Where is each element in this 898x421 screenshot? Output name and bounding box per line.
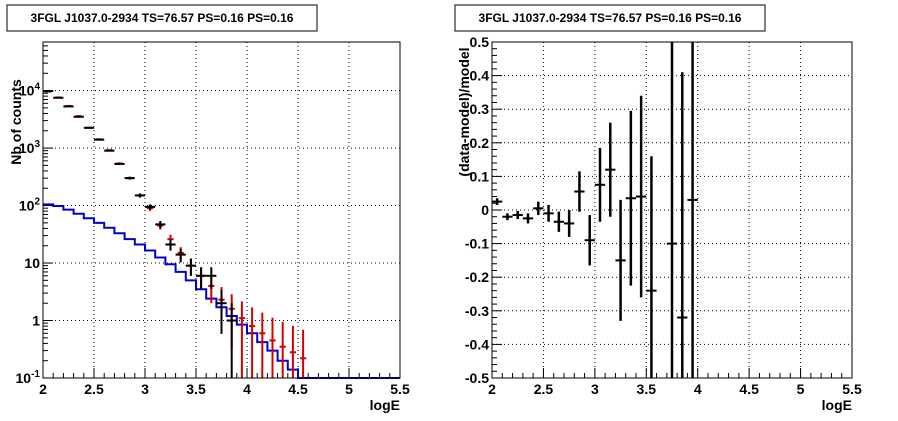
- y-axis-title: (data-model)/model: [456, 47, 472, 176]
- x-tick-label: 2.5: [534, 381, 554, 397]
- x-tick-label: 4.5: [288, 381, 308, 397]
- plot-frame: [491, 41, 853, 379]
- y-tick-label: 103: [19, 139, 41, 156]
- y-tick-label: -0.2: [465, 269, 489, 285]
- y-tick-label: 0.4: [470, 68, 490, 84]
- x-axis-title: logE: [370, 397, 400, 413]
- y-axis-title: Nb of counts: [8, 79, 24, 165]
- y-tick-label: 0.3: [470, 101, 490, 117]
- x-tick-label: 2.5: [84, 381, 104, 397]
- chart-title: 3FGL J1037.0-2934 TS=76.57 PS=0.16 PS=0.…: [31, 11, 294, 25]
- x-tick-label: 4: [694, 381, 702, 397]
- x-tick-label: 5.5: [842, 381, 862, 397]
- y-tick-label: -0.5: [465, 370, 489, 386]
- x-tick-label: 3.5: [186, 381, 206, 397]
- y-tick-label: -0.1: [465, 236, 489, 252]
- y-tick-label: 1: [32, 313, 40, 329]
- x-tick-label: 5: [345, 381, 353, 397]
- x-axis-title: logE: [822, 397, 852, 413]
- x-tick-label: 5.5: [390, 381, 410, 397]
- y-tick-label: 0.1: [470, 168, 490, 184]
- y-tick-label: 0.5: [470, 34, 490, 50]
- y-tick-label: 102: [19, 197, 41, 214]
- x-tick-label: 2: [488, 381, 496, 397]
- x-tick-label: 4.5: [739, 381, 759, 397]
- x-tick-label: 3.5: [637, 381, 657, 397]
- y-tick-label: -0.3: [465, 303, 489, 319]
- chart-title: 3FGL J1037.0-2934 TS=76.57 PS=0.16 PS=0.…: [479, 11, 742, 25]
- y-tick-label: 0: [481, 202, 489, 218]
- plot-frame: [42, 41, 401, 379]
- title-box: [6, 4, 318, 32]
- title-box: [454, 4, 766, 32]
- x-tick-label: 3: [141, 381, 149, 397]
- y-tick-label: 10: [24, 255, 40, 271]
- x-tick-label: 4: [243, 381, 251, 397]
- x-tick-label: 3: [591, 381, 599, 397]
- y-tick-label: 10-1: [16, 369, 41, 386]
- y-tick-label: 0.2: [470, 135, 490, 151]
- y-tick-label: 104: [19, 82, 41, 99]
- x-tick-label: 2: [39, 381, 47, 397]
- y-tick-label: -0.4: [465, 336, 489, 352]
- x-tick-label: 5: [797, 381, 805, 397]
